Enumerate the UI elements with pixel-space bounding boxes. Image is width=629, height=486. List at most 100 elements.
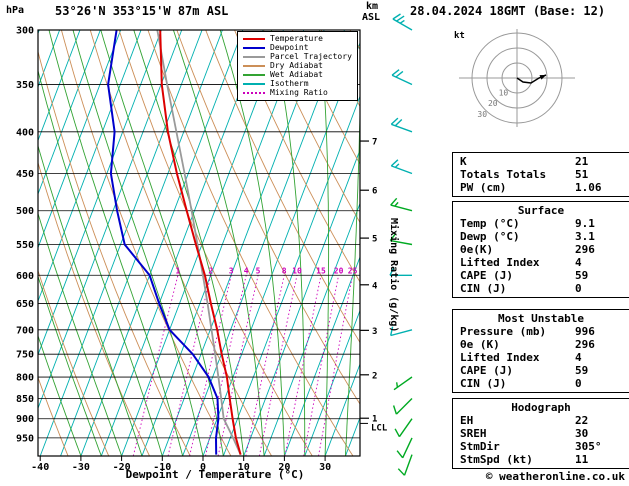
panel-row-label: SREH bbox=[460, 427, 487, 440]
panel-row-label: StmSpd (kt) bbox=[460, 453, 533, 466]
svg-text:700: 700 bbox=[16, 325, 34, 336]
pressure-axis-unit: hPa bbox=[6, 5, 25, 16]
panel-row: EH 22 bbox=[453, 414, 629, 427]
temperature-curve bbox=[159, 30, 242, 455]
svg-text:750: 750 bbox=[16, 350, 34, 361]
panel-row: StmDir 305° bbox=[453, 440, 629, 453]
legend-line-swatch bbox=[243, 91, 265, 94]
legend-item-label: Parcel Trajectory bbox=[270, 52, 352, 61]
dewpoint-curve bbox=[107, 30, 220, 455]
svg-text:950: 950 bbox=[16, 433, 34, 444]
panel-row-label: K bbox=[460, 155, 467, 168]
panel-row: SREH 30 bbox=[453, 427, 629, 440]
panel-row-label: Lifted Index bbox=[460, 351, 540, 364]
temp-axis-labels: -40 -30 -20 -10 0 10 20 30 bbox=[31, 456, 331, 473]
svg-text:1: 1 bbox=[372, 415, 377, 425]
asl-axis-unit: ASL bbox=[362, 12, 381, 23]
svg-text:25: 25 bbox=[348, 266, 358, 275]
panel-row-value: 22 bbox=[575, 414, 589, 427]
panel-row-value: 30 bbox=[575, 427, 589, 440]
indices-panel: K 21 Totals Totals 51 PW (cm) 1.06 bbox=[452, 152, 629, 197]
legend-line-swatch bbox=[243, 55, 265, 58]
mixing-ratio-grid bbox=[132, 275, 354, 456]
panel-title: Hodograph bbox=[511, 401, 571, 414]
panel-row-value: 305° bbox=[575, 440, 602, 453]
panel-row: CAPE (J) 59 bbox=[453, 364, 629, 377]
panel-row-label: Temp (°C) bbox=[460, 217, 520, 230]
svg-text:5: 5 bbox=[372, 235, 377, 245]
legend-item: Parcel Trajectory bbox=[243, 52, 352, 61]
panel-row: CIN (J) 0 bbox=[453, 377, 629, 390]
legend-item: Wet Adiabat bbox=[243, 70, 352, 79]
panel-row: CIN (J) 0 bbox=[453, 282, 629, 295]
panel-row-value: 21 bbox=[575, 155, 589, 168]
svg-text:20: 20 bbox=[488, 99, 498, 108]
panel-row: K 21 bbox=[453, 155, 629, 168]
isotherm-grid bbox=[38, 30, 360, 456]
panel-row: CAPE (J) 59 bbox=[453, 269, 629, 282]
svg-text:550: 550 bbox=[16, 240, 34, 251]
panel-title: Surface bbox=[517, 204, 565, 217]
km-axis: 1 2 3 4 5 6 7 bbox=[360, 138, 378, 425]
legend-item: Dry Adiabat bbox=[243, 61, 352, 70]
svg-text:450: 450 bbox=[16, 169, 34, 180]
svg-text:LCL: LCL bbox=[371, 423, 388, 433]
panel-row-value: 296 bbox=[575, 338, 595, 351]
panel-row-value: 996 bbox=[575, 325, 595, 338]
most-unstable-panel: Most Unstable Pressure (mb) 996 θe (K) 296 Li… bbox=[452, 309, 629, 393]
panel-row: Totals Totals 51 bbox=[453, 168, 629, 181]
svg-text:900: 900 bbox=[16, 414, 34, 425]
panel-row-label: Dewp (°C) bbox=[460, 230, 520, 243]
svg-text:15: 15 bbox=[316, 266, 326, 275]
panel-row-label: CAPE (J) bbox=[460, 364, 513, 377]
panel-row-label: CAPE (J) bbox=[460, 269, 513, 282]
panel-row: Lifted Index 4 bbox=[453, 256, 629, 269]
x-axis-label: Dewpoint / Temperature (°C) bbox=[125, 468, 305, 481]
svg-text:4: 4 bbox=[372, 281, 378, 291]
svg-text:650: 650 bbox=[16, 299, 34, 310]
panel-row-value: 59 bbox=[575, 269, 589, 282]
panel-row-label: Pressure (mb) bbox=[460, 325, 547, 338]
svg-text:10: 10 bbox=[238, 462, 250, 473]
panel-row: Dewp (°C) 3.1 bbox=[453, 230, 629, 243]
panel-row-label: PW (cm) bbox=[460, 181, 507, 194]
panel-row: Pressure (mb) 996 bbox=[453, 325, 629, 338]
panel-row-label: CIN (J) bbox=[460, 282, 507, 295]
legend-line-swatch bbox=[243, 73, 265, 76]
svg-text:350: 350 bbox=[16, 80, 34, 91]
panel-row-value: 4 bbox=[575, 351, 582, 364]
svg-text:30: 30 bbox=[477, 110, 487, 119]
dry-adiabat-grid bbox=[38, 30, 360, 456]
svg-text:-40: -40 bbox=[31, 462, 49, 473]
panel-row-value: 4 bbox=[575, 256, 582, 269]
panel-row: PW (cm) 1.06 bbox=[453, 181, 629, 194]
mixing-ratio-labels: 1 2 3 4 5 8 10 15 20 25 bbox=[175, 266, 357, 275]
lcl-marker: LCL bbox=[360, 422, 388, 433]
svg-text:10: 10 bbox=[292, 266, 302, 275]
legend-item-label: Wet Adiabat bbox=[270, 70, 323, 79]
svg-text:-10: -10 bbox=[153, 462, 171, 473]
panel-row: Lifted Index 4 bbox=[453, 351, 629, 364]
panel-row-label: EH bbox=[460, 414, 474, 427]
svg-text:400: 400 bbox=[16, 127, 34, 138]
hodograph-panel: Hodograph EH 22 SREH 30 StmDir 305° StmSpd (kt)… bbox=[452, 398, 629, 469]
legend-item: Isotherm bbox=[243, 79, 352, 88]
legend-item-label: Dewpoint bbox=[270, 43, 309, 52]
legend-item-label: Dry Adiabat bbox=[270, 61, 323, 70]
svg-text:600: 600 bbox=[16, 271, 34, 282]
panel-row-label: StmDir bbox=[460, 440, 500, 453]
svg-text:2: 2 bbox=[372, 371, 377, 381]
legend-line-swatch bbox=[243, 64, 265, 67]
mixing-ratio-axis-label: Mixing Ratio (g/kg) bbox=[388, 218, 399, 333]
svg-text:30: 30 bbox=[319, 462, 331, 473]
panel-row-value: 296 bbox=[575, 243, 595, 256]
surface-panel: Surface Temp (°C) 9.1 Dewp (°C) 3.1 θe(K) 296 L… bbox=[452, 201, 629, 298]
svg-text:20: 20 bbox=[334, 266, 344, 275]
panel-row-value: 0 bbox=[575, 377, 582, 390]
panel-row-label: Lifted Index bbox=[460, 256, 540, 269]
station-title: 53°26'N 353°15'W 87m ASL bbox=[55, 4, 229, 18]
wind-barbs bbox=[389, 13, 413, 476]
panel-row-label: CIN (J) bbox=[460, 377, 507, 390]
